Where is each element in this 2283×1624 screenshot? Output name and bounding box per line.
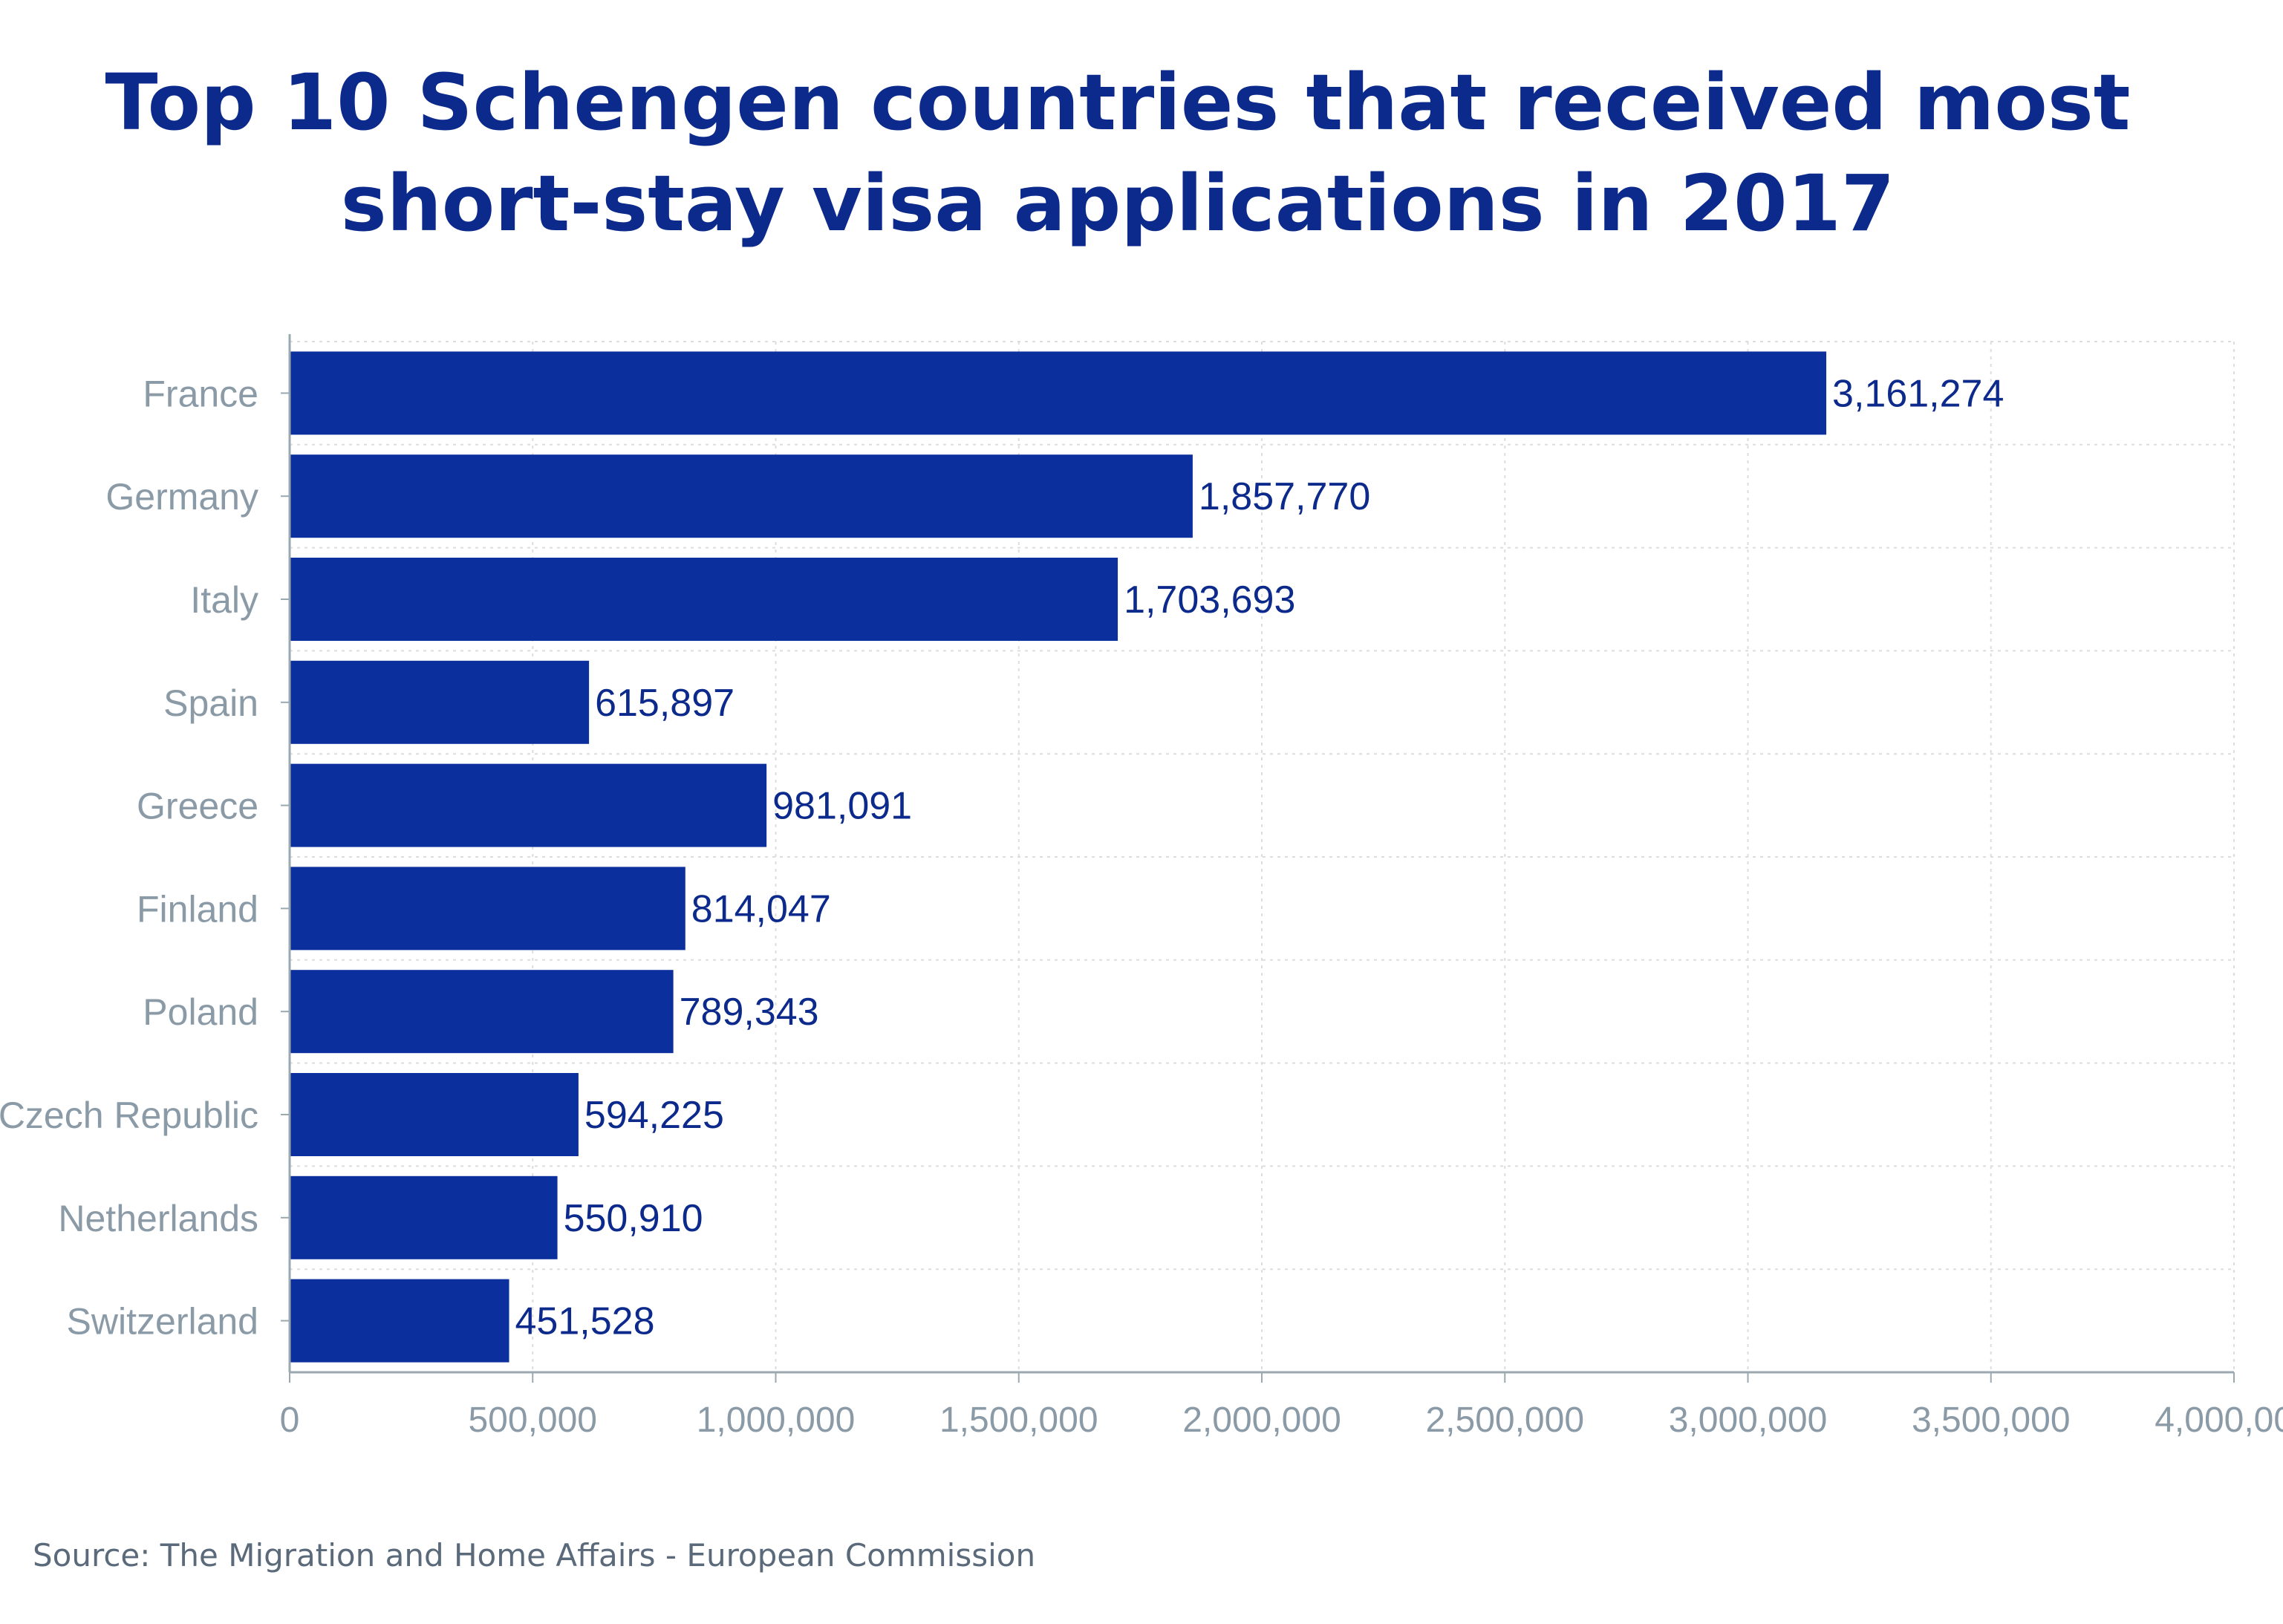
bar-value-label: 789,343 <box>680 991 819 1034</box>
bar-value-label: 1,703,693 <box>1124 578 1295 622</box>
category-label: Poland <box>143 991 258 1033</box>
bar <box>290 454 1193 538</box>
bar-value-label: 550,910 <box>564 1197 703 1240</box>
x-tick-label: 2,500,000 <box>1425 1400 1584 1440</box>
chart-title-line-1: Top 10 Schengen countries that received … <box>105 57 2131 148</box>
x-tick-label: 0 <box>280 1400 300 1440</box>
chart-title: Top 10 Schengen countries that received … <box>0 52 2235 254</box>
bar <box>290 970 674 1054</box>
chart-title-line-2: short-stay visa applications in 2017 <box>340 158 1895 249</box>
category-label: Greece <box>137 786 258 827</box>
category-label: Switzerland <box>67 1301 258 1343</box>
category-label: Netherlands <box>58 1198 258 1239</box>
bar <box>290 1175 558 1259</box>
category-label: Spain <box>163 682 258 724</box>
category-label: France <box>143 373 258 414</box>
x-tick-label: 3,500,000 <box>1912 1400 2071 1440</box>
axes <box>281 334 2235 1383</box>
x-tick-label: 1,500,000 <box>939 1400 1098 1440</box>
x-tick-label: 500,000 <box>468 1400 597 1440</box>
bar <box>290 1073 579 1156</box>
bar <box>290 660 590 744</box>
x-tick-label: 4,000,000 <box>2155 1400 2283 1440</box>
x-tick-label: 2,000,000 <box>1182 1400 1341 1440</box>
category-label: Czech Republic <box>0 1095 258 1136</box>
bar <box>290 558 1118 641</box>
bar-value-label: 451,528 <box>515 1300 655 1343</box>
x-tick-label: 3,000,000 <box>1669 1400 1828 1440</box>
bar-value-label: 814,047 <box>691 887 831 930</box>
labels: 3,161,274 France 1,857,770 Germany 1,703,693… <box>0 372 2283 1440</box>
bar-value-label: 615,897 <box>595 682 735 725</box>
bar-value-label: 1,857,770 <box>1199 475 1370 518</box>
bar-value-label: 981,091 <box>772 785 912 828</box>
source-note: Source: The Migration and Home Affairs -… <box>33 1537 1036 1574</box>
bars <box>290 351 1827 1363</box>
category-label: Germany <box>105 476 258 518</box>
bar <box>290 1279 509 1363</box>
bar-value-label: 594,225 <box>584 1094 724 1137</box>
bar <box>290 867 685 950</box>
category-label: Finland <box>137 888 258 930</box>
bar <box>290 763 767 847</box>
bar <box>290 351 1827 435</box>
x-tick-label: 1,000,000 <box>697 1400 856 1440</box>
bar-value-label: 3,161,274 <box>1832 372 2004 415</box>
category-label: Italy <box>190 579 258 621</box>
